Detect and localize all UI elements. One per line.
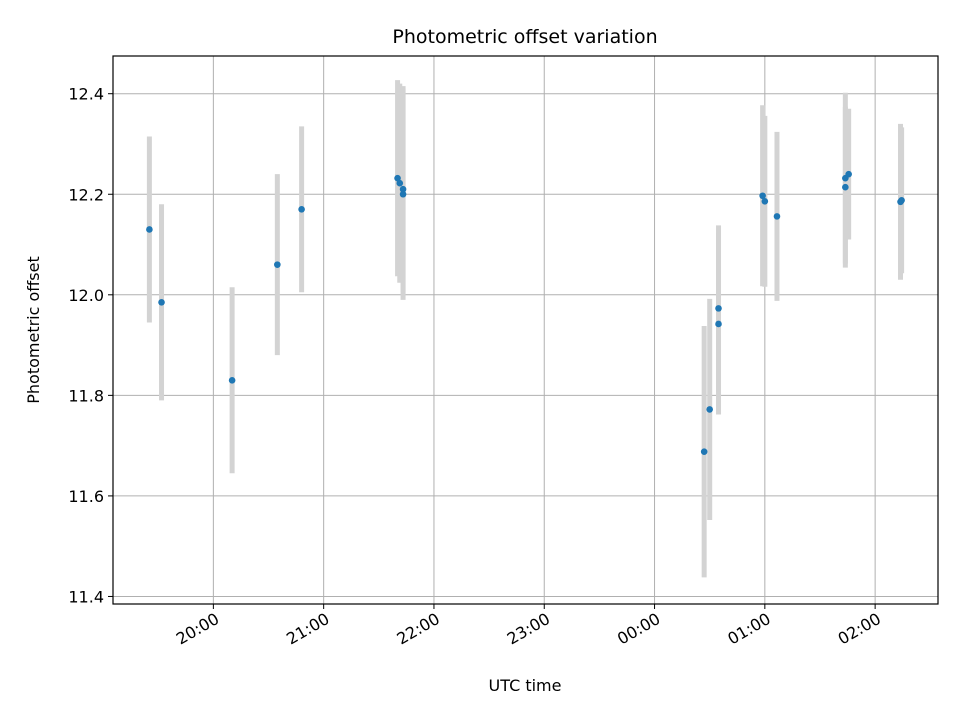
y-tick-label: 11.4 [68, 587, 104, 606]
data-point [274, 261, 281, 268]
data-point [399, 190, 407, 198]
plot-frame [112, 55, 939, 605]
data-point [715, 320, 722, 328]
data-point [773, 213, 781, 220]
data-point [399, 185, 407, 193]
data-points [146, 170, 905, 455]
data-point [228, 376, 236, 384]
data-point [898, 196, 905, 204]
data-point [706, 406, 713, 413]
data-point [700, 448, 708, 455]
x-axis-label: UTC time [489, 676, 562, 695]
data-point [396, 179, 404, 187]
data-point [842, 183, 849, 191]
data-point [298, 206, 305, 213]
y-tick-label: 12.2 [68, 185, 104, 204]
data-point [394, 174, 401, 182]
y-axis-ticks: 11.4 11.6 11.8 12.0 12.2 12.4 [68, 85, 113, 606]
data-point [845, 170, 852, 178]
data-point [715, 305, 722, 312]
data-point [759, 192, 766, 200]
y-tick-label: 12.0 [68, 286, 104, 305]
chart-title: Photometric offset variation [392, 26, 657, 48]
y-tick-label: 12.4 [68, 85, 104, 104]
y-axis-label: Photometric offset [24, 256, 43, 404]
y-tick-label: 11.6 [68, 487, 104, 506]
data-point [158, 299, 165, 306]
data-point [146, 226, 153, 233]
data-point [761, 197, 769, 205]
y-tick-label: 11.8 [68, 386, 104, 405]
